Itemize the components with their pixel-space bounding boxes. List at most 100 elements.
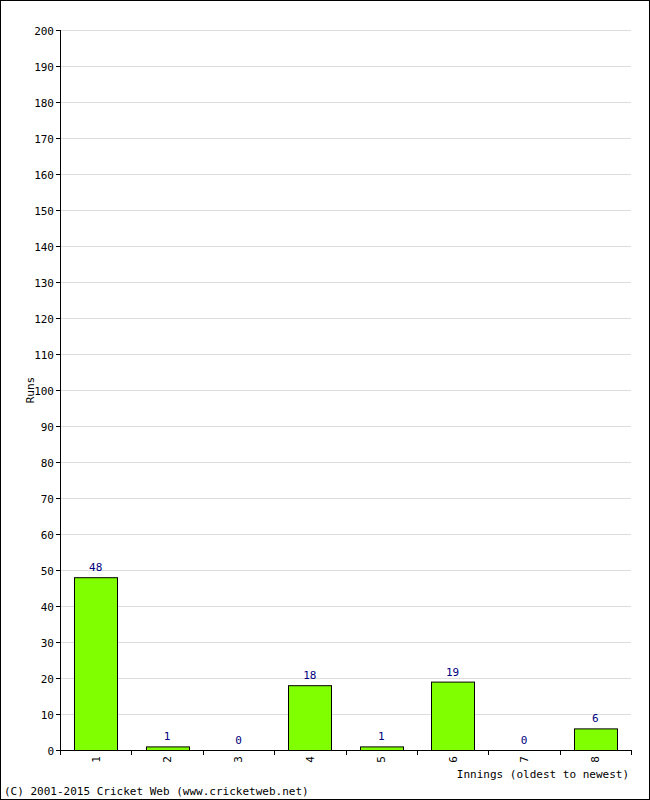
grid-line <box>60 750 631 751</box>
x-tick-label: 3 <box>232 756 245 763</box>
grid-line <box>60 66 631 67</box>
y-tick-label: 30 <box>41 637 54 650</box>
x-tick <box>274 750 275 755</box>
x-tick <box>60 750 61 755</box>
y-tick <box>56 66 60 67</box>
grid-line <box>60 174 631 175</box>
bar <box>289 686 332 750</box>
y-tick-label: 190 <box>34 61 54 74</box>
y-tick-label: 150 <box>34 205 54 218</box>
y-tick <box>56 210 60 211</box>
y-tick <box>56 30 60 31</box>
grid-line <box>60 102 631 103</box>
grid-line <box>60 210 631 211</box>
y-tick-label: 130 <box>34 277 54 290</box>
x-axis <box>60 750 631 751</box>
grid-line <box>60 462 631 463</box>
y-tick <box>56 570 60 571</box>
y-tick <box>56 606 60 607</box>
data-label: 0 <box>521 734 528 747</box>
bar <box>75 578 118 750</box>
bar <box>361 747 404 750</box>
x-tick-label: 2 <box>161 756 174 763</box>
y-tick-label: 100 <box>34 385 54 398</box>
grid-line <box>60 606 631 607</box>
y-tick-label: 60 <box>41 529 54 542</box>
grid-line <box>60 426 631 427</box>
y-tick <box>56 678 60 679</box>
data-label: 1 <box>164 730 171 743</box>
x-tick <box>346 750 347 755</box>
y-tick-label: 140 <box>34 241 54 254</box>
x-tick-label: 5 <box>375 756 388 763</box>
data-label: 19 <box>446 666 459 679</box>
grid-line <box>60 714 631 715</box>
y-tick-label: 20 <box>41 673 54 686</box>
y-tick <box>56 282 60 283</box>
y-tick <box>56 354 60 355</box>
y-tick-label: 120 <box>34 313 54 326</box>
x-tick-label: 8 <box>589 756 602 763</box>
x-tick <box>631 750 632 755</box>
x-tick-label: 1 <box>90 756 103 763</box>
y-tick <box>56 642 60 643</box>
y-tick <box>56 318 60 319</box>
y-tick <box>56 102 60 103</box>
x-tick-label: 7 <box>518 756 531 763</box>
y-tick-label: 0 <box>47 745 54 758</box>
y-tick-label: 160 <box>34 169 54 182</box>
data-label: 6 <box>592 712 599 725</box>
y-tick-label: 50 <box>41 565 54 578</box>
x-tick-label: 4 <box>304 756 317 763</box>
y-tick <box>56 426 60 427</box>
data-label: 48 <box>89 561 102 574</box>
y-tick-label: 10 <box>41 709 54 722</box>
y-tick-label: 110 <box>34 349 54 362</box>
bar <box>575 729 618 750</box>
grid-line <box>60 534 631 535</box>
y-tick-label: 40 <box>41 601 54 614</box>
y-axis-label: Runs <box>24 377 37 404</box>
grid-line <box>60 318 631 319</box>
data-label: 0 <box>235 734 242 747</box>
grid-line <box>60 678 631 679</box>
y-tick-label: 170 <box>34 133 54 146</box>
x-tick <box>488 750 489 755</box>
grid-line <box>60 282 631 283</box>
x-tick <box>203 750 204 755</box>
data-label: 1 <box>378 730 385 743</box>
y-tick-label: 200 <box>34 25 54 38</box>
y-tick <box>56 246 60 247</box>
grid-line <box>60 30 631 31</box>
bars <box>75 578 618 750</box>
x-axis-label: Innings (oldest to newest) <box>457 768 629 781</box>
y-tick <box>56 534 60 535</box>
y-tick-label: 70 <box>41 493 54 506</box>
y-tick-label: 90 <box>41 421 54 434</box>
y-tick <box>56 390 60 391</box>
y-tick <box>56 138 60 139</box>
y-tick <box>56 750 60 751</box>
grid-line <box>60 642 631 643</box>
data-label: 18 <box>303 669 316 682</box>
x-tick <box>417 750 418 755</box>
y-tick <box>56 714 60 715</box>
grid-line <box>60 570 631 571</box>
y-tick-label: 180 <box>34 97 54 110</box>
y-tick <box>56 498 60 499</box>
y-axis <box>60 30 61 750</box>
x-tick <box>560 750 561 755</box>
annotation: (C) 2001-2015 Cricket Web (www.cricketwe… <box>4 785 309 798</box>
y-tick <box>56 174 60 175</box>
grid-line <box>60 246 631 247</box>
frame <box>1 1 650 800</box>
y-tick <box>56 462 60 463</box>
grid-line <box>60 138 631 139</box>
chart: 0102030405060708090100110120130140150160… <box>0 0 650 800</box>
x-tick-label: 6 <box>447 756 460 763</box>
y-tick-label: 80 <box>41 457 54 470</box>
bar <box>432 682 475 750</box>
grid-line <box>60 390 631 391</box>
grid-line <box>60 498 631 499</box>
x-tick <box>131 750 132 755</box>
